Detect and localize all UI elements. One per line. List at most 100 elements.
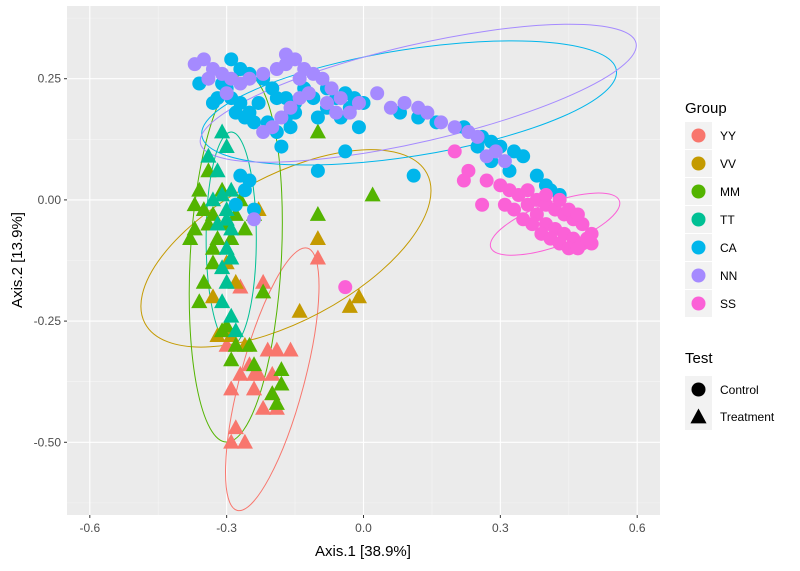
point-mm-treatment: [309, 205, 326, 221]
point-nn-control: [324, 81, 339, 96]
point-ca-control: [338, 144, 353, 159]
y-axis-title: Axis.2 [13.9%]: [9, 212, 26, 308]
point-tt-treatment: [209, 215, 226, 231]
point-tt-treatment: [204, 191, 222, 207]
point-ca-control: [247, 115, 262, 130]
point-ss-control: [479, 173, 494, 188]
point-ca-control: [406, 168, 421, 183]
point-ss-control: [570, 207, 585, 222]
point-mm-treatment: [182, 230, 199, 246]
point-vv-treatment: [291, 302, 308, 318]
point-yy-treatment: [227, 419, 244, 435]
point-ca-control: [228, 197, 243, 212]
point-mm-treatment: [241, 336, 258, 352]
point-ss-control: [475, 197, 490, 212]
point-yy-treatment: [268, 341, 285, 357]
point-vv-treatment: [350, 288, 368, 304]
point-mm-treatment: [227, 205, 244, 221]
point-mm-treatment: [273, 375, 290, 391]
point-nn-control: [278, 57, 293, 72]
point-tt-treatment: [209, 162, 226, 178]
point-mm-treatment: [186, 196, 203, 212]
point-ca-control: [237, 183, 252, 198]
point-tt-treatment: [223, 249, 240, 265]
point-nn-control: [315, 71, 330, 86]
point-mm-treatment: [195, 201, 212, 216]
legend-key-nn: [691, 268, 706, 283]
point-tt-treatment: [218, 273, 235, 289]
ellipse-nn: [199, 23, 637, 163]
x-tick-label: -0.6: [79, 521, 100, 535]
point-nn-control: [383, 100, 398, 115]
point-ss-control: [538, 188, 553, 203]
y-tick-label: -0.25: [34, 314, 62, 328]
point-ss-control: [516, 212, 531, 227]
legend-label-nn: NN: [720, 269, 737, 283]
legend-label-tt: TT: [720, 213, 735, 227]
point-mm-treatment: [191, 181, 208, 197]
legend-key-ss: [691, 296, 706, 311]
point-mm-treatment: [209, 230, 226, 246]
point-mm-treatment: [204, 239, 222, 255]
point-yy-treatment: [309, 249, 326, 265]
point-ss-control: [580, 231, 595, 246]
point-ca-control: [310, 110, 325, 125]
point-yy-treatment: [236, 433, 253, 449]
y-tick-label: -0.50: [34, 435, 62, 449]
point-ss-control: [552, 192, 567, 207]
point-mm-treatment: [309, 123, 326, 139]
point-tt-treatment: [218, 210, 235, 226]
point-yy-treatment: [255, 273, 272, 289]
point-ca-control: [251, 95, 266, 110]
point-ca-control: [470, 139, 485, 154]
point-mm-treatment: [236, 220, 253, 236]
point-nn-control: [292, 71, 307, 86]
x-tick-label: 0.3: [492, 521, 509, 535]
data-points: [182, 47, 599, 449]
point-ss-control: [338, 280, 353, 295]
legend-key-tt: [691, 212, 706, 227]
point-mm-treatment: [186, 220, 203, 236]
point-vv-treatment: [309, 230, 326, 246]
point-ca-control: [224, 52, 239, 67]
point-ss-control: [520, 183, 535, 198]
point-ca-control: [516, 149, 531, 164]
point-tt-treatment: [223, 307, 240, 323]
point-nn-control: [351, 95, 366, 110]
legend-label-ss: SS: [720, 297, 736, 311]
point-yy-treatment: [223, 433, 240, 449]
legend-label-yy: YY: [720, 129, 736, 143]
point-nn-control: [488, 144, 503, 159]
legend-key-control: [691, 382, 706, 397]
point-nn-control: [247, 212, 262, 227]
point-nn-control: [329, 105, 344, 120]
point-yy-treatment: [232, 365, 249, 381]
point-tt-treatment: [223, 220, 240, 236]
point-nn-control: [256, 66, 271, 81]
point-mm-treatment: [204, 254, 222, 270]
point-nn-control: [274, 110, 289, 125]
point-mm-treatment: [364, 186, 381, 202]
point-nn-control: [333, 91, 348, 106]
point-nn-control: [370, 86, 385, 101]
point-mm-treatment: [264, 385, 281, 401]
point-nn-control: [470, 129, 485, 144]
point-mm-treatment: [214, 322, 231, 338]
point-ca-control: [529, 168, 544, 183]
y-tick-label: 0.00: [38, 193, 62, 207]
point-ss-control: [497, 197, 512, 212]
y-tick-label: 0.25: [38, 72, 62, 86]
point-vv-treatment: [341, 298, 358, 313]
point-nn-control: [320, 95, 335, 110]
legend-test-title: Test: [685, 350, 713, 367]
point-ca-control: [283, 120, 298, 135]
point-ca-control: [310, 163, 325, 178]
point-mm-treatment: [223, 351, 240, 367]
legend-label-ca: CA: [720, 241, 737, 255]
point-nn-control: [397, 95, 412, 110]
point-ca-control: [247, 202, 262, 217]
point-nn-control: [342, 105, 357, 120]
point-mm-treatment: [268, 395, 285, 410]
point-tt-treatment: [218, 138, 235, 153]
